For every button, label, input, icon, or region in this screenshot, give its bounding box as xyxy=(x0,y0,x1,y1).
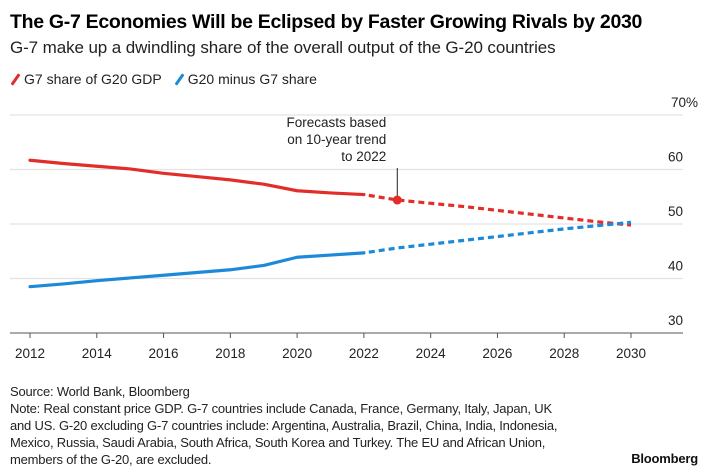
x-tick-label: 2026 xyxy=(482,346,512,361)
legend-label-g7: G7 share of G20 GDP xyxy=(24,71,162,87)
annotation-text: to 2022 xyxy=(341,149,386,164)
note-text: Note: Real constant price GDP. G-7 count… xyxy=(10,401,558,467)
x-tick-label: 2030 xyxy=(616,346,646,361)
legend-item-g7: G7 share of G20 GDP xyxy=(10,71,162,87)
y-tick-label: 70% xyxy=(671,95,698,110)
annotation-dot xyxy=(392,195,402,205)
legend-item-g20-minus-g7: G20 minus G7 share xyxy=(174,71,317,87)
y-tick-label: 60 xyxy=(668,150,683,165)
annotation-text: on 10-year trend xyxy=(287,132,386,147)
legend-label-g20-minus-g7: G20 minus G7 share xyxy=(187,71,317,87)
y-axis-labels: 30 40 50 60 70% xyxy=(668,95,698,328)
chart-subtitle: G-7 make up a dwindling share of the ove… xyxy=(10,38,556,57)
series-lines xyxy=(28,158,632,289)
x-tick-label: 2012 xyxy=(15,346,45,361)
x-tick-label: 2018 xyxy=(215,346,245,361)
series-line-g7-actual xyxy=(28,158,366,197)
x-tick-label: 2016 xyxy=(149,346,179,361)
x-tick-label: 2028 xyxy=(549,346,579,361)
x-tick-label: 2014 xyxy=(82,346,113,361)
x-tick-label: 2022 xyxy=(349,346,379,361)
y-tick-label: 30 xyxy=(668,313,683,328)
source-text: Source: World Bank, Bloomberg xyxy=(10,384,190,399)
chart-footer: Source: World Bank, Bloomberg Note: Real… xyxy=(10,383,570,468)
forecast-annotation: Forecasts based on 10-year trend to 2022 xyxy=(286,115,402,205)
y-tick-label: 50 xyxy=(668,204,683,219)
x-tick-label: 2020 xyxy=(282,346,312,361)
series-line-g20-minus-g7-forecast xyxy=(363,220,632,255)
y-tick-label: 40 xyxy=(668,259,683,274)
annotation-text: Forecasts based xyxy=(286,115,386,130)
series-line-g7-forecast xyxy=(363,192,632,227)
x-axis: 2012 2014 2016 2018 2020 2022 2024 2026 2028 2030 xyxy=(10,332,683,361)
x-tick-label: 2024 xyxy=(416,346,447,361)
chart-title: The G-7 Economies Will be Eclipsed by Fa… xyxy=(10,11,643,33)
series-line-g20-minus-g7-actual xyxy=(28,251,366,289)
legend: G7 share of G20 GDP G20 minus G7 share xyxy=(10,71,329,87)
bloomberg-logo: Bloomberg xyxy=(631,451,698,466)
